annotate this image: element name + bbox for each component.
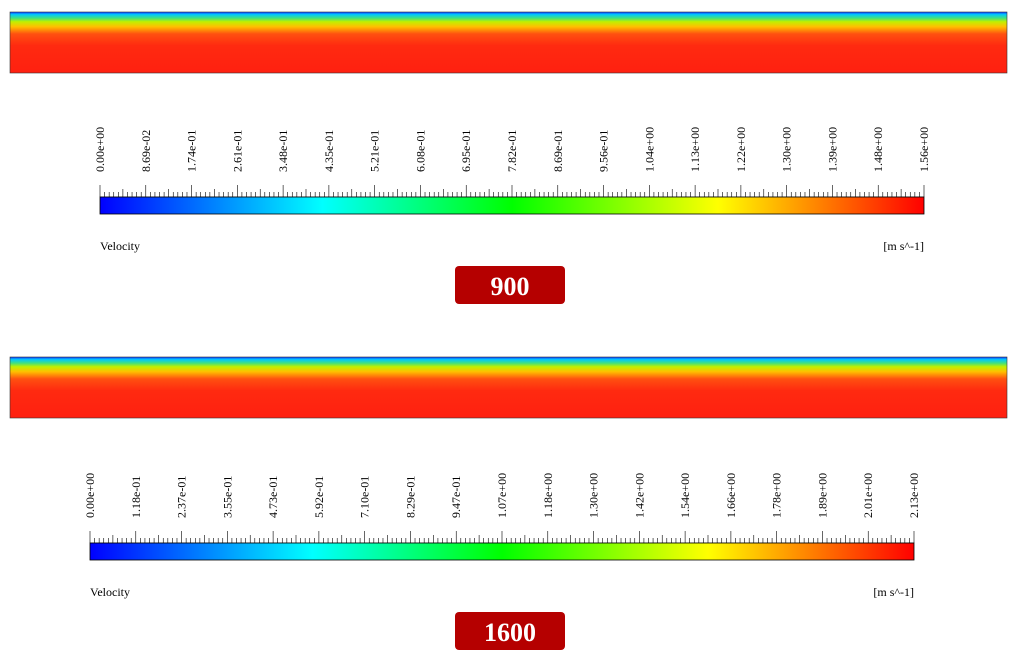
badge-box xyxy=(455,266,565,304)
tick-label: 4.35e-01 xyxy=(322,130,336,172)
tick-label: 2.61e-01 xyxy=(230,130,244,172)
tick-label: 9.56e-01 xyxy=(597,130,611,172)
tick-label: 1.48e+00 xyxy=(871,127,885,172)
tick-label: 1.30e+00 xyxy=(587,473,601,518)
tick-label: 6.08e-01 xyxy=(413,130,427,172)
tick-label: 1.42e+00 xyxy=(632,473,646,518)
tick-label: 4.73e-01 xyxy=(266,476,280,518)
tick-label: 1.30e+00 xyxy=(780,127,794,172)
unit-label: [m s^-1] xyxy=(873,585,914,599)
color-bar xyxy=(89,542,915,561)
unit-label: [m s^-1] xyxy=(883,239,924,253)
tick-label: 1.54e+00 xyxy=(678,473,692,518)
tick-label: 7.82e-01 xyxy=(505,130,519,172)
tick-label: 1.13e+00 xyxy=(688,127,702,172)
variable-name: Velocity xyxy=(90,585,130,599)
tick-label: 2.01e+00 xyxy=(861,473,875,518)
tick-label: 3.55e-01 xyxy=(220,476,234,518)
color-bar xyxy=(99,196,925,215)
tick-label: 0.00e+00 xyxy=(93,127,107,172)
tick-label: 0.00e+00 xyxy=(83,473,97,518)
tick-label: 2.37e-01 xyxy=(175,476,189,518)
badge-box xyxy=(455,612,565,650)
tick-label: 8.69e-01 xyxy=(551,130,565,172)
tick-label: 1.56e+00 xyxy=(917,127,931,172)
tick-label: 1.66e+00 xyxy=(724,473,738,518)
tick-label: 1.74e-01 xyxy=(185,130,199,172)
tick-label: 1.07e+00 xyxy=(495,473,509,518)
tick-label: 1.18e-01 xyxy=(129,476,143,518)
variable-name: Velocity xyxy=(100,239,140,253)
tick-label: 3.48e-01 xyxy=(276,130,290,172)
tick-label: 5.21e-01 xyxy=(368,130,382,172)
tick-label: 1.18e+00 xyxy=(541,473,555,518)
tick-label: 7.10e-01 xyxy=(358,476,372,518)
tick-label: 6.95e-01 xyxy=(459,130,473,172)
tick-label: 8.69e-02 xyxy=(139,130,153,172)
tick-label: 1.39e+00 xyxy=(825,127,839,172)
tick-label: 1.04e+00 xyxy=(642,127,656,172)
badge-label: 1600 xyxy=(484,618,536,647)
tick-label: 1.78e+00 xyxy=(770,473,784,518)
contour-strip xyxy=(9,356,1008,419)
tick-label: 2.13e+00 xyxy=(907,473,921,518)
tick-label: 5.92e-01 xyxy=(312,476,326,518)
tick-label: 8.29e-01 xyxy=(403,476,417,518)
contour-strip xyxy=(9,11,1008,74)
badge-label: 900 xyxy=(491,272,530,301)
tick-label: 1.22e+00 xyxy=(734,127,748,172)
tick-label: 9.47e-01 xyxy=(449,476,463,518)
tick-label: 1.89e+00 xyxy=(815,473,829,518)
